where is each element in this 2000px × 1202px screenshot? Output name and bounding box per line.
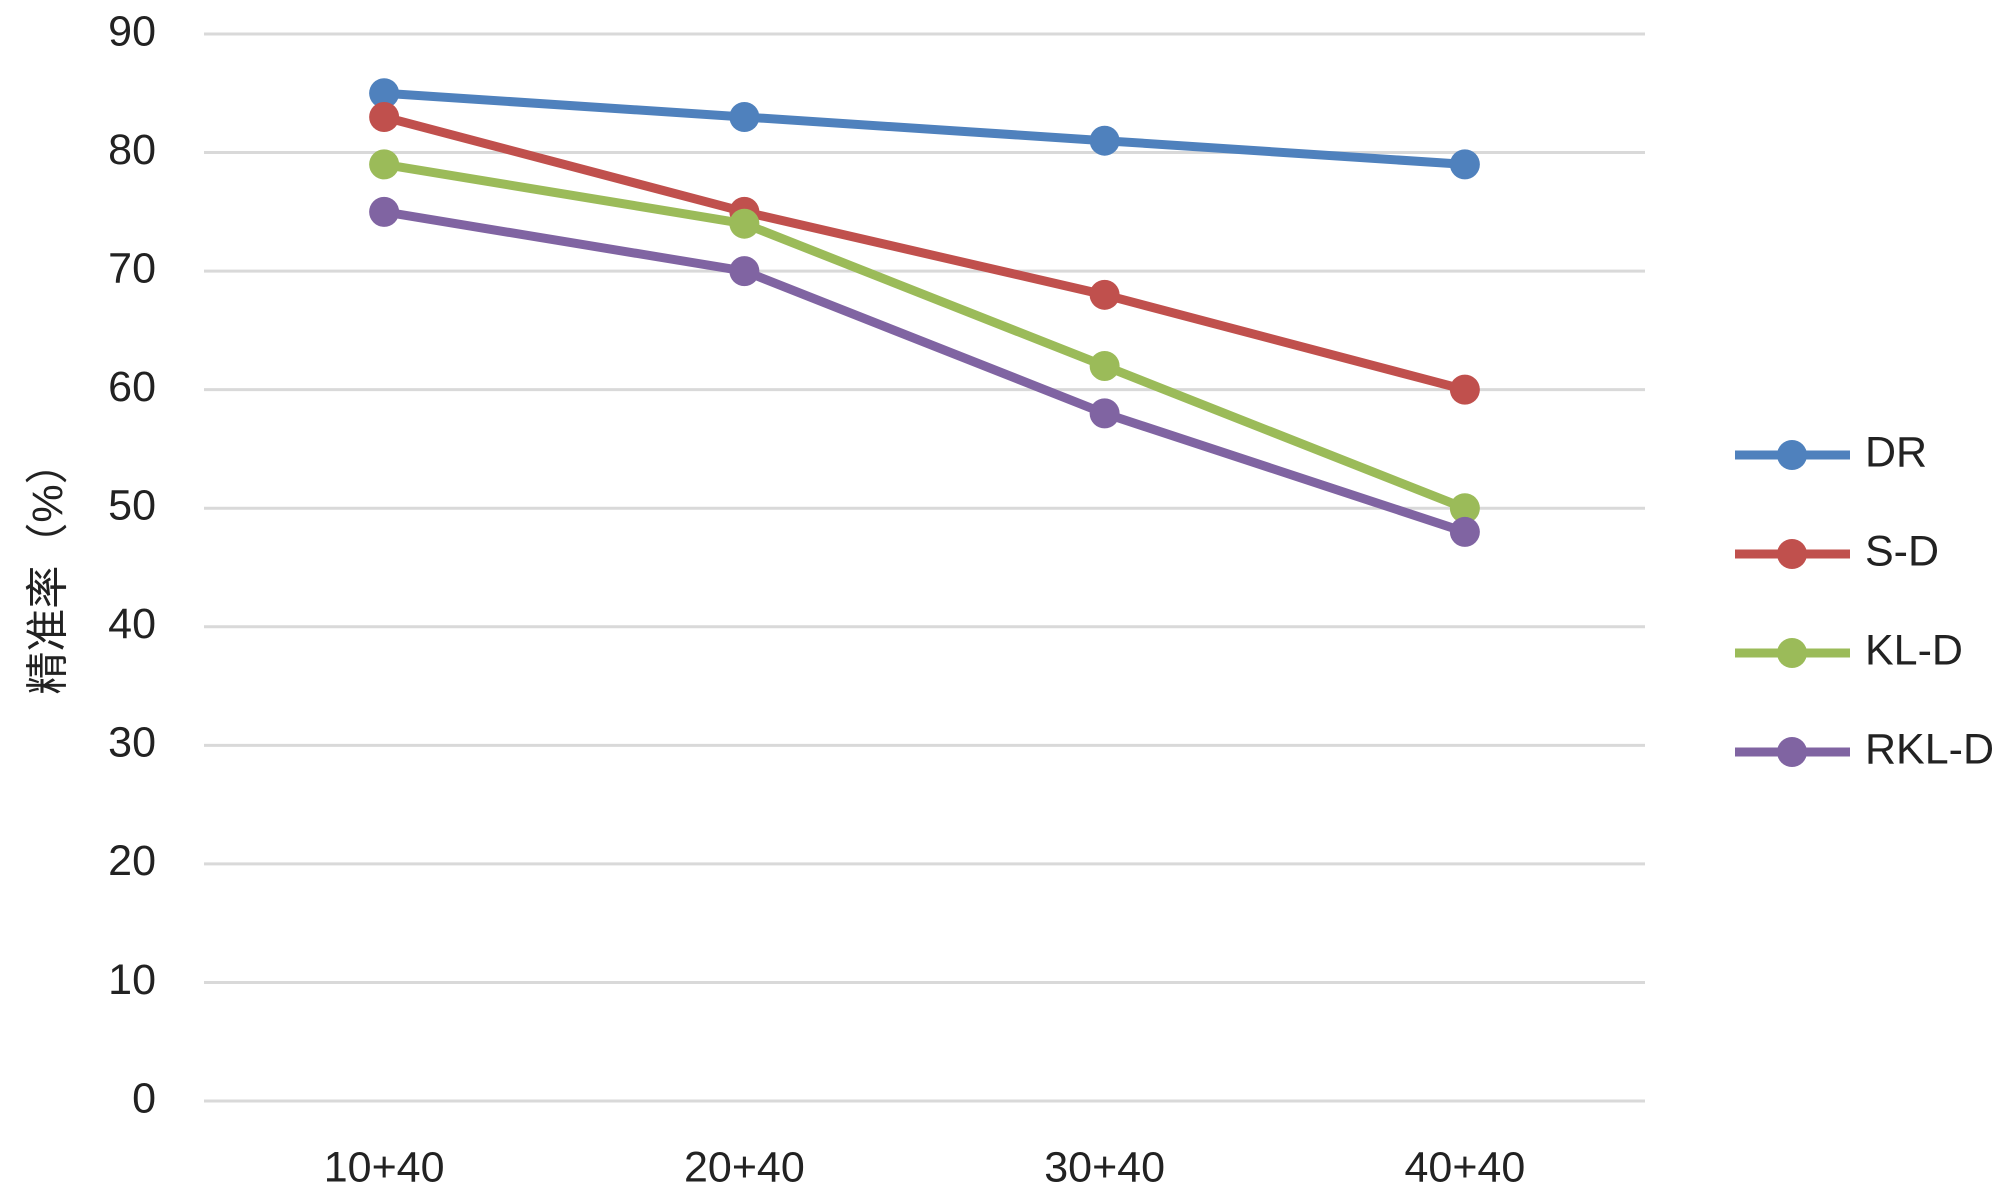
x-tick-label: 10+40 [324, 1143, 445, 1191]
series-line [382, 112, 1467, 395]
y-tick-label: 80 [108, 126, 156, 174]
data-point [729, 208, 760, 239]
x-tick-label: 20+40 [684, 1143, 805, 1191]
data-point [1449, 149, 1480, 180]
y-tick-label: 70 [108, 244, 156, 292]
data-point [1089, 279, 1120, 310]
legend-label: KL-D [1865, 626, 1963, 674]
data-point [729, 101, 760, 132]
legend-label: RKL-D [1865, 725, 1994, 773]
y-tick-label: 50 [108, 482, 156, 530]
data-point [1089, 125, 1120, 156]
data-point [1449, 493, 1480, 524]
data-point [369, 196, 400, 227]
y-tick-label: 60 [108, 363, 156, 411]
data-point [1089, 350, 1120, 381]
legend-label: DR [1865, 428, 1927, 476]
x-tick-label: 40+40 [1404, 1143, 1525, 1191]
data-point [369, 101, 400, 132]
y-tick-label: 10 [108, 956, 156, 1004]
series-line [383, 207, 1467, 537]
x-tick-label: 30+40 [1044, 1143, 1165, 1191]
y-tick-label: 90 [108, 7, 156, 55]
data-point [729, 256, 760, 287]
series-line [383, 88, 1466, 169]
data-point [1449, 516, 1480, 547]
legend-marker [1777, 440, 1807, 470]
legend-marker [1777, 638, 1807, 668]
data-point [369, 149, 400, 180]
y-tick-label: 20 [108, 837, 156, 885]
legend-marker [1777, 539, 1807, 569]
legend-marker [1777, 737, 1807, 767]
series-line [383, 159, 1467, 513]
y-tick-label: 40 [108, 600, 156, 648]
legend-label: S-D [1865, 527, 1939, 575]
data-point [369, 78, 400, 109]
data-point [1449, 374, 1480, 405]
y-tick-label: 30 [108, 719, 156, 767]
y-tick-label: 0 [132, 1074, 156, 1122]
data-point [1089, 398, 1120, 429]
y-axis-label: 精准率（%） [24, 441, 72, 694]
